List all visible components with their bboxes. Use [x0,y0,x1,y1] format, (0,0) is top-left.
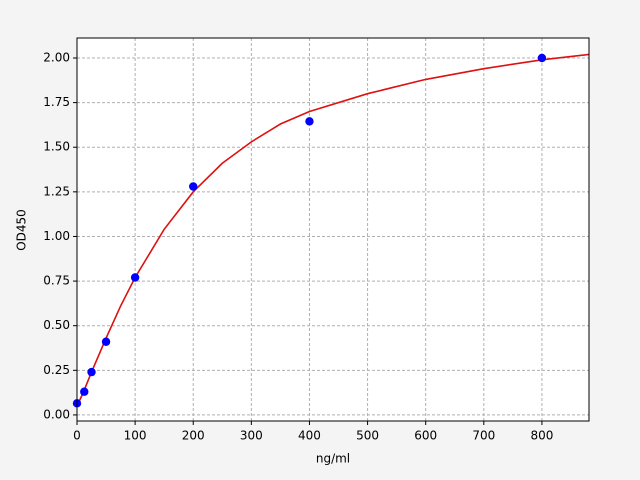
x-tick-label: 200 [182,429,205,443]
y-tick-label: 2.00 [43,50,70,64]
y-axis-label: OD450 [15,209,29,251]
data-point [80,387,89,396]
y-tick-label: 1.75 [43,95,70,109]
y-tick-label: 1.25 [43,184,70,198]
data-point [101,337,111,346]
data-point [87,367,96,377]
x-tick-label: 300 [240,429,263,443]
x-tick-label: 700 [472,429,495,443]
data-point [130,273,140,282]
plot-layer [72,38,590,421]
x-axis-label: ng/ml [316,452,350,466]
data-point [537,53,547,63]
x-tick-label: 800 [530,429,553,443]
x-tick-label: 600 [414,429,437,443]
y-tick-label: 0.25 [43,363,70,377]
plot-frame [76,37,590,422]
y-tick-label: 1.00 [43,229,70,243]
fit-curve [76,53,590,407]
x-tick-label: 500 [356,429,379,443]
y-tick-label: 0.50 [43,318,70,332]
x-tick-label: 400 [298,429,321,443]
x-tick-label: 100 [124,429,147,443]
x-tick-label: 0 [73,429,81,443]
data-point [305,117,314,126]
data-point [189,182,198,191]
plot-area [77,38,589,421]
y-tick-label: 1.50 [43,140,70,154]
y-tick-label: 0.00 [43,407,70,421]
y-tick-label: 0.75 [43,274,70,288]
